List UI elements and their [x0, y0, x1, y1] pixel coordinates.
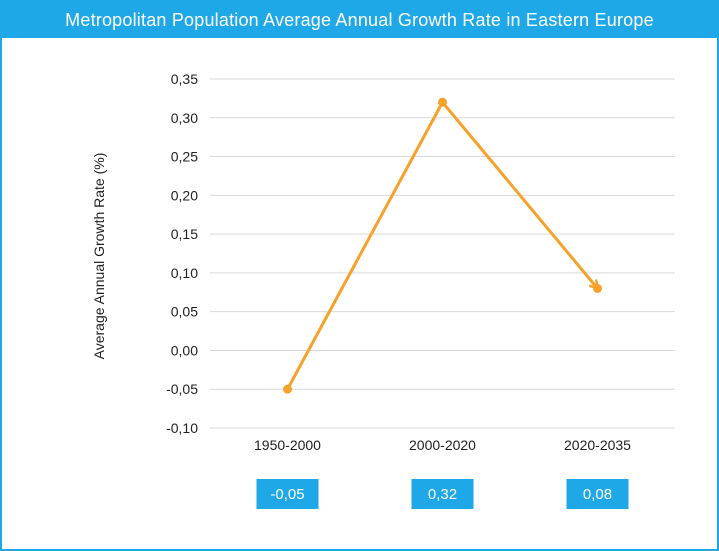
y-tick-label: 0,25	[171, 149, 198, 165]
chart-title: Metropolitan Population Average Annual G…	[2, 2, 717, 38]
x-tick-label: 1950-2000	[254, 437, 321, 453]
y-tick-label: 0,00	[171, 342, 198, 358]
x-tick-label: 2020-2035	[564, 437, 631, 453]
data-label-badge	[566, 479, 629, 509]
y-tick-label: 0,05	[171, 304, 198, 320]
data-point	[283, 384, 292, 394]
y-tick-label: -0,05	[166, 381, 198, 397]
y-tick-label: 0,10	[171, 265, 198, 281]
data-label: -0,05	[270, 486, 304, 503]
x-tick-labels: 1950-2000 2000-2020 2020-2035	[254, 437, 631, 453]
data-label-badge	[256, 479, 319, 509]
y-tick-label: 0,20	[171, 187, 198, 203]
series-line-group	[283, 97, 602, 394]
y-tick-label: 0,30	[171, 110, 198, 126]
y-tick-label: 0,15	[171, 226, 198, 242]
y-tick-labels: 0,35 0,30 0,25 0,20 0,15 0,10 0,05 0,00 -0,05 -0,…	[166, 71, 198, 436]
data-label: 0,32	[428, 486, 457, 503]
data-label: 0,08	[583, 486, 612, 503]
series-segment	[286, 100, 444, 391]
data-point	[593, 283, 602, 293]
y-tick-label: 0,35	[171, 71, 198, 87]
data-label-badges: -0,05 0,32 0,08	[256, 479, 629, 509]
data-point	[438, 97, 447, 107]
data-label-badge	[411, 479, 474, 509]
y-axis-label: Average Annual Growth Rate (%)	[91, 153, 107, 360]
x-tick-label: 2000-2020	[409, 437, 476, 453]
y-tick-label: -0,10	[166, 420, 198, 436]
series-segment	[441, 100, 598, 288]
gridlines	[210, 78, 675, 429]
